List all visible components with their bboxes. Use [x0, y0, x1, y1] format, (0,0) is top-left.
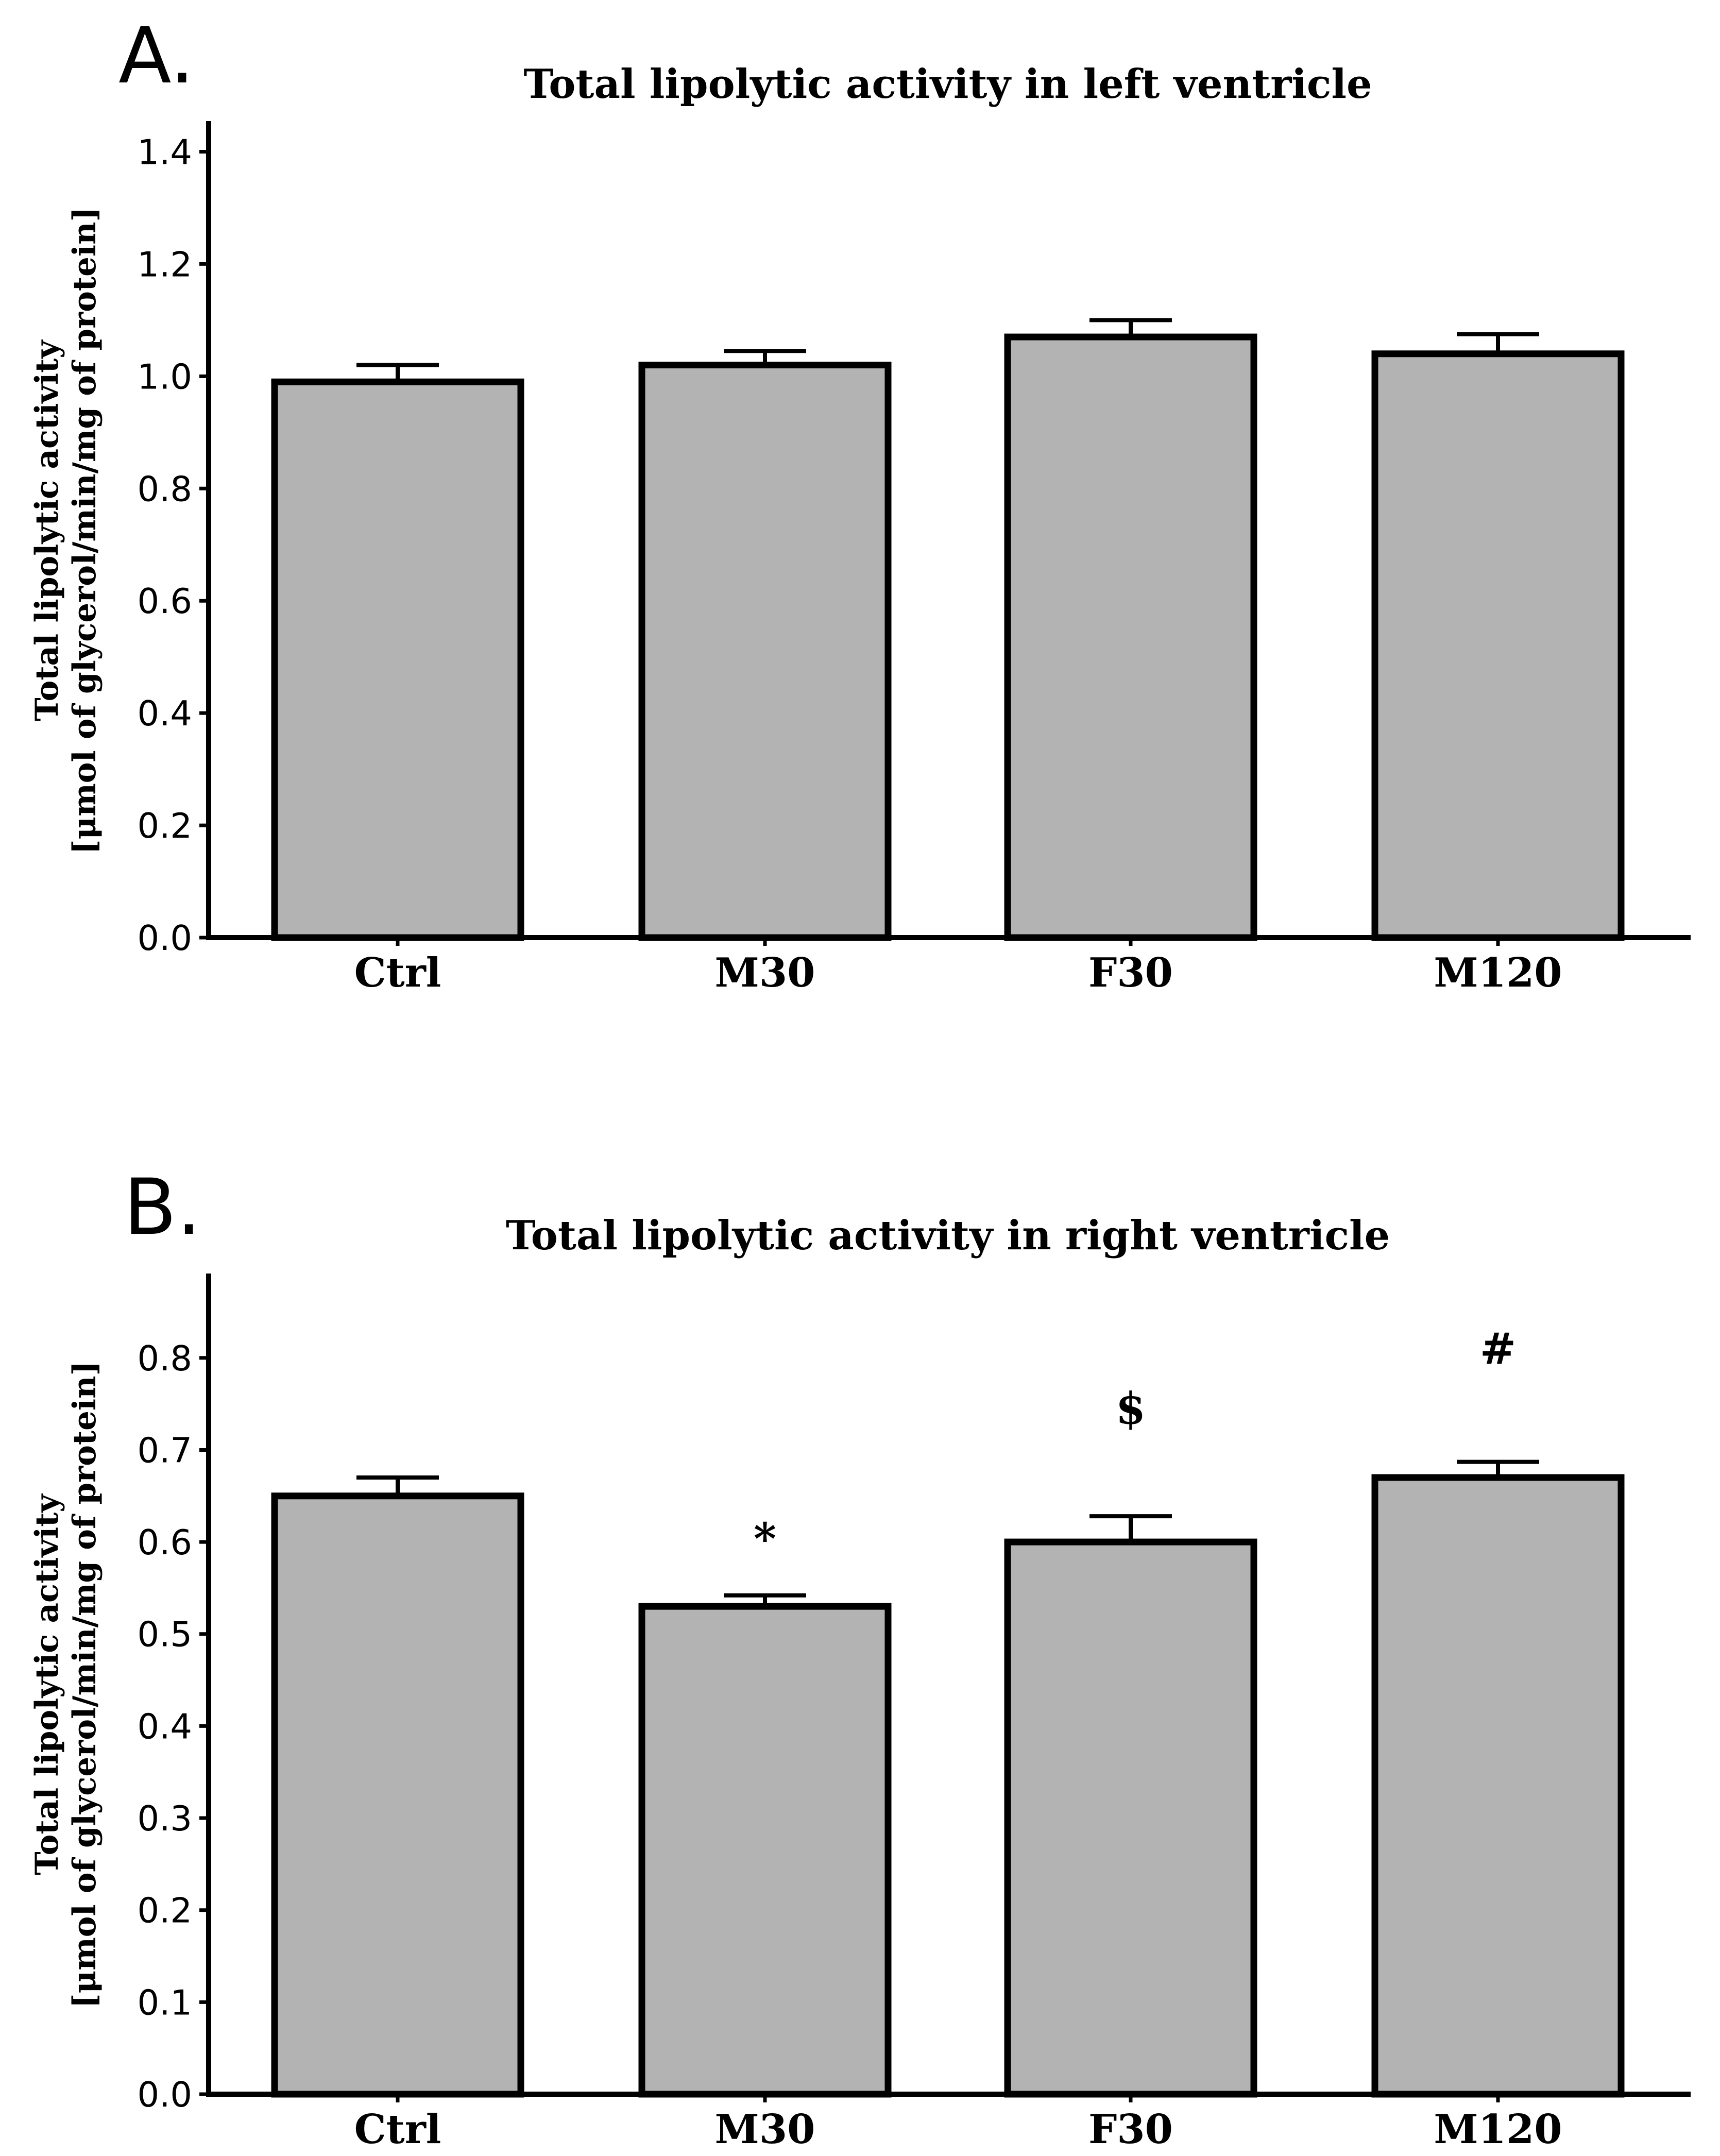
- bar-m120-a: [1371, 350, 1625, 941]
- bar-f30-b: [1004, 1538, 1257, 2098]
- y-tick-label-b: 0.8: [137, 1338, 192, 1379]
- axes-b: [206, 1274, 1691, 2097]
- bar-ctrl-b: [271, 1492, 524, 2098]
- chart-title-a: Total lipolytic activity in left ventric…: [523, 61, 1372, 108]
- bar-ctrl-a: [271, 378, 524, 941]
- y-tick-label-b: 0.4: [137, 1706, 192, 1746]
- y-tick-label-a: 0.2: [137, 806, 192, 846]
- x-tick-label-ctrl-a: Ctrl: [354, 949, 441, 996]
- x-tick-label-f30-b: F30: [1088, 2106, 1173, 2153]
- axes-a: [206, 121, 1691, 940]
- chart-marks-a: 0.0 0.2 0.4 0.6 0.8 1.0 1.2 1.4 Ctrl M30 F30 M120: [137, 132, 1625, 996]
- y-tick-label-b: 0.0: [137, 2075, 192, 2115]
- x-tick-label-m120-a: M120: [1434, 949, 1562, 996]
- chart-marks-b: 0.0 0.1 0.2 0.3 0.4 0.5 0.6 0.7 0.8 Ctrl M30 * F30 $ M…: [137, 1323, 1625, 2153]
- significance-marker-m120-b: #: [1480, 1323, 1516, 1374]
- y-tick-label-b: 0.2: [137, 1891, 192, 1931]
- y-tick-label-b: 0.1: [137, 1982, 192, 2023]
- y-tick-label-a: 1.2: [137, 244, 192, 284]
- y-tick-label-a: 1.4: [137, 132, 192, 172]
- y-tick-label-b: 0.3: [137, 1798, 192, 1839]
- x-tick-label-m30-b: M30: [715, 2106, 815, 2153]
- y-tick-label-a: 0.0: [137, 918, 192, 958]
- chart-title-b: Total lipolytic activity in right ventri…: [506, 1212, 1390, 1259]
- y-tick-label-a: 0.4: [137, 693, 192, 734]
- significance-marker-f30-b: $: [1116, 1383, 1146, 1434]
- x-tick-label-m30-a: M30: [715, 949, 815, 996]
- y-tick-label-b: 0.5: [137, 1615, 192, 1655]
- bar-m30-a: [638, 362, 892, 941]
- y-tick-label-a: 0.6: [137, 581, 192, 621]
- significance-marker-m30-b: *: [754, 1514, 776, 1565]
- y-axis-label-line1-b: Total lipolytic activity: [29, 1493, 65, 1875]
- panel-letter-a: A.: [118, 11, 195, 101]
- chart-panel-a: A. Total lipolytic activity in left vent…: [29, 11, 1691, 996]
- y-tick-label-a: 1.0: [137, 356, 192, 397]
- panel-letter-b: B.: [124, 1163, 201, 1252]
- y-tick-label-b: 0.7: [137, 1430, 192, 1470]
- y-axis-label-line2-a: [μmol of glycerol/min/mg of protein]: [66, 207, 103, 855]
- y-tick-label-b: 0.6: [137, 1522, 192, 1563]
- bar-f30-a: [1004, 333, 1257, 941]
- x-tick-label-f30-a: F30: [1088, 949, 1173, 996]
- bar-m120-b: [1371, 1474, 1625, 2098]
- y-tick-label-a: 0.8: [137, 469, 192, 509]
- bar-m30-b: [638, 1603, 892, 2098]
- x-tick-label-m120-b: M120: [1434, 2106, 1562, 2153]
- y-axis-label-line2-b: [μmol of glycerol/min/mg of protein]: [66, 1361, 103, 2009]
- chart-panel-b: B. Total lipolytic activity in right ven…: [29, 1163, 1691, 2153]
- y-axis-label-line1-a: Total lipolytic activity: [29, 339, 65, 721]
- x-tick-label-ctrl-b: Ctrl: [354, 2106, 441, 2153]
